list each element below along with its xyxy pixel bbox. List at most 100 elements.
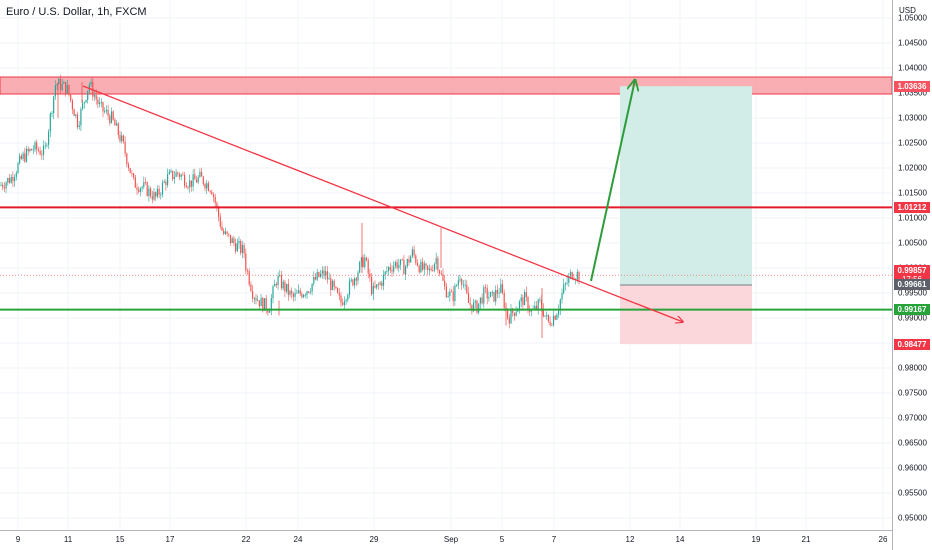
candle-body [386,271,388,272]
candle-body [284,281,286,292]
candle-body [546,314,548,316]
candle-body [48,131,50,145]
price-tag-entry: 0.99661 [894,279,930,291]
profit-zone [620,86,752,285]
candle-body [229,234,232,244]
candle-body [415,255,417,263]
candle-body [342,302,344,305]
candle-body [428,268,430,271]
candle-body [321,270,323,274]
drawing-lines[interactable] [0,80,892,322]
candle-body [156,188,158,197]
candle-body [66,84,68,94]
candle-body [24,153,26,162]
candle-body [427,265,429,271]
candle-body [445,286,447,298]
candle-body [53,96,55,114]
candle-body [212,194,215,197]
candle-body [218,207,220,217]
candle-body [394,262,396,267]
trend-arrow [82,85,683,322]
candle-body [39,150,41,155]
candle-body [238,241,240,244]
candle-body [374,286,376,288]
candle-body [362,257,364,267]
candle-body [437,258,439,271]
candle-body [248,271,250,285]
candle-body [127,164,130,169]
candle-body [184,174,186,186]
candle-body [80,109,82,126]
candle-body [163,181,165,183]
candle-body [279,275,281,276]
price-axis-label: 1.04500 [898,38,927,48]
candle-body [529,310,531,312]
candle-body [520,297,522,302]
time-axis-label: 15 [115,535,125,544]
currency-label: USD [899,6,916,15]
candle-body [58,78,60,85]
candle-body [471,304,473,312]
price-axis-label: 1.01000 [898,213,927,223]
candle-body [56,84,58,86]
candle-body [37,149,39,151]
candle-body [286,283,288,292]
candle-body [450,291,453,293]
candle-body [112,111,114,120]
candle-body [345,299,347,302]
candle-body [136,187,138,190]
candle-body [554,315,556,320]
candle-body [7,178,9,183]
candle-body [388,267,390,272]
time-axis-label: 14 [675,535,685,544]
candle-body [352,279,354,286]
candle-body [100,102,102,103]
candle-body [150,188,152,197]
price-axis-label: 0.99000 [898,313,927,323]
candle-body [122,135,124,142]
chart-title: Euro / U.S. Dollar, 1h, FXCM [6,6,147,18]
candle-body [41,154,43,156]
price-axis-label: 1.02500 [898,138,927,148]
candle-body [114,119,116,126]
candle-body [269,311,271,313]
candle-body [320,273,322,277]
candle-body [231,238,233,244]
candle-body [158,188,160,195]
candle-body [129,168,131,174]
candle-body [331,280,334,291]
candle-body [138,189,140,192]
candle-body [340,295,342,303]
candle-body [32,149,34,151]
candle-body [433,263,436,271]
time-axis-divider [0,530,892,531]
candle-body [318,272,320,277]
candle-body [466,284,468,293]
candlestick-series [0,74,580,338]
candle-body [146,182,148,196]
candle-body [507,308,509,318]
candle-body [535,305,538,310]
candle-body [287,283,289,295]
candle-body [267,310,269,313]
candle-body [59,78,62,91]
candle-body [484,287,487,289]
candle-body [297,290,300,293]
candle-body [559,299,561,310]
candle-body [416,262,419,266]
candle-body [36,142,38,150]
candle-body [537,299,539,310]
candle-body [199,171,201,178]
candle-body [241,244,243,253]
candle-body [364,257,366,267]
candle-body [17,163,19,174]
price-axis-label: 1.03500 [898,88,927,98]
candle-body [42,145,45,155]
candle-body [131,173,133,174]
candle-body [457,280,459,286]
candle-body [406,259,408,267]
candle-body [250,284,252,291]
candle-body [382,274,385,286]
candle-body [403,259,405,275]
